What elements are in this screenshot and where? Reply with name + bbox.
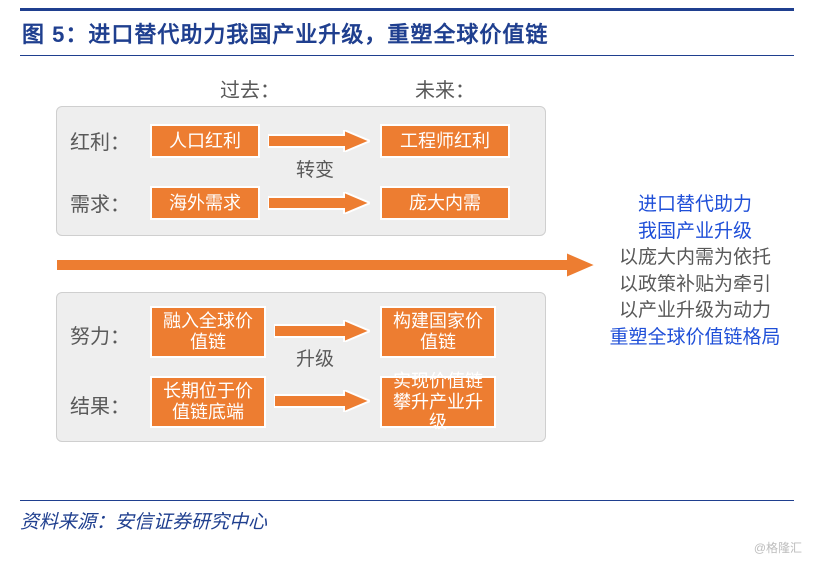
col-past: 过去： — [220, 74, 280, 103]
mid-label-upgrade: 升级 — [296, 344, 334, 371]
source-bar: 资料来源：安信证券研究中心 — [20, 500, 794, 534]
box-future-result: 实现价值链攀升产业升级 — [380, 376, 496, 428]
box-past-result: 长期位于价值链底端 — [150, 376, 266, 428]
row-label-result: 结果： — [70, 390, 130, 419]
side-l6: 重塑全球价值链格局 — [602, 325, 788, 352]
box-future-bonus: 工程师红利 — [380, 124, 510, 158]
diagram-area: 过去： 未来： 红利： 需求： 人口红利 工程师红利 海外需求 庞大内需 转变 … — [20, 74, 794, 494]
source-value: 安信证券研究中心 — [115, 512, 267, 533]
box-past-bonus: 人口红利 — [150, 124, 260, 158]
title-main: 进口替代助力我国产业升级，重塑全球价值链 — [88, 22, 548, 47]
arrow-long — [56, 252, 596, 278]
arrow-effort — [274, 320, 370, 342]
col-future: 未来： — [415, 74, 475, 103]
title-prefix: 图 5： — [22, 22, 88, 47]
row-label-effort: 努力： — [70, 320, 130, 349]
source-label: 资料来源： — [20, 512, 115, 533]
side-summary: 进口替代助力 我国产业升级 以庞大内需为依托 以政策补贴为牵引 以产业升级为动力… — [602, 192, 788, 352]
title-bar: 图 5：进口替代助力我国产业升级，重塑全球价值链 — [20, 8, 794, 56]
box-future-demand: 庞大内需 — [380, 186, 510, 220]
mid-label-transform: 转变 — [296, 155, 334, 182]
arrow-bonus — [268, 130, 370, 152]
row-label-demand: 需求： — [70, 188, 130, 217]
arrow-demand — [268, 192, 370, 214]
box-future-effort: 构建国家价值链 — [380, 306, 496, 358]
side-l3: 以庞大内需为依托 — [602, 245, 788, 272]
box-past-demand: 海外需求 — [150, 186, 260, 220]
figure-frame: 图 5：进口替代助力我国产业升级，重塑全球价值链 过去： 未来： 红利： 需求：… — [20, 8, 794, 536]
row-label-bonus: 红利： — [70, 126, 130, 155]
arrow-result — [274, 390, 370, 412]
source-text: 资料来源：安信证券研究中心 — [20, 512, 267, 533]
box-past-effort: 融入全球价值链 — [150, 306, 266, 358]
watermark: @格隆汇 — [754, 539, 802, 556]
side-l4: 以政策补贴为牵引 — [602, 272, 788, 299]
side-l2: 我国产业升级 — [602, 219, 788, 246]
figure-title: 图 5：进口替代助力我国产业升级，重塑全球价值链 — [22, 22, 548, 47]
side-l1: 进口替代助力 — [602, 192, 788, 219]
side-l5: 以产业升级为动力 — [602, 298, 788, 325]
